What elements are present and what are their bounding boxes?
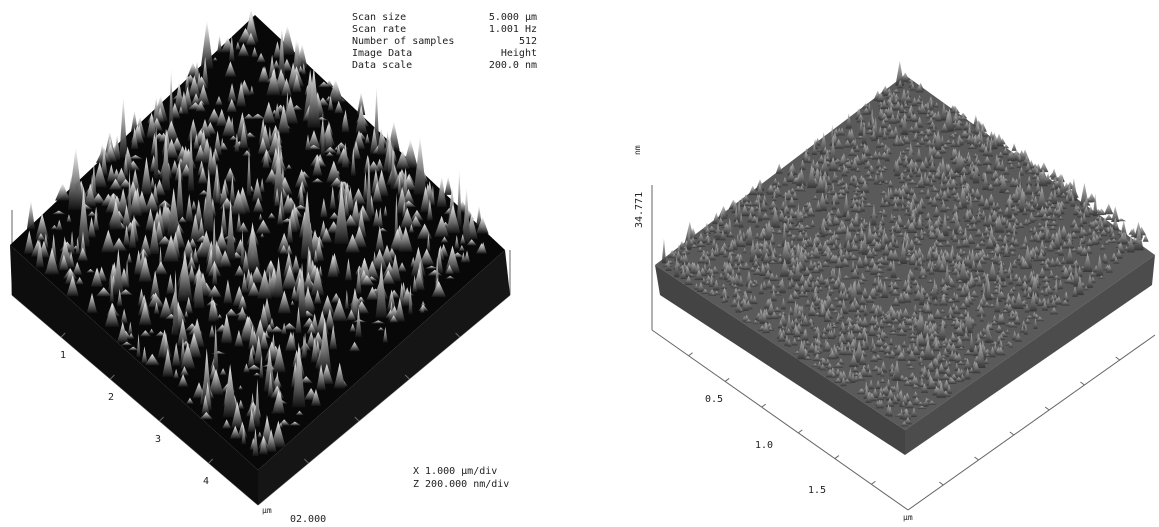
- info-label: Scan rate: [352, 24, 406, 35]
- info-value: 512: [519, 36, 537, 47]
- axis-tick: [1116, 357, 1120, 360]
- axis-tick: [1045, 407, 1049, 410]
- info-value: 5.000 µm: [489, 12, 537, 23]
- info-value: 1.001 Hz: [489, 24, 537, 35]
- axis-label: 4: [203, 476, 209, 487]
- axis-tick: [939, 482, 943, 485]
- peak: [68, 146, 84, 210]
- info-label: Image Data: [352, 48, 412, 59]
- axis-tick: [762, 404, 766, 407]
- axis-tick: [835, 456, 839, 459]
- axis-label: 0.5: [705, 394, 723, 405]
- axis-tick: [725, 378, 729, 381]
- axis-label: 1.0: [755, 440, 773, 451]
- scale-note: X 1.000 µm/div: [413, 466, 497, 477]
- peak: [201, 20, 214, 69]
- info-label: Number of samples: [352, 36, 454, 47]
- info-label: Scan size: [352, 12, 406, 23]
- axis-label: 1: [60, 350, 66, 361]
- peak: [1104, 203, 1113, 214]
- peak: [1143, 234, 1149, 241]
- peak: [662, 238, 666, 263]
- peak: [457, 168, 462, 227]
- axis-label: 3: [155, 434, 161, 445]
- axis-tick: [798, 430, 802, 433]
- unit-label: µm: [262, 506, 272, 515]
- axis-tick: [1080, 382, 1084, 385]
- z-value: 34.771: [634, 192, 645, 228]
- axis-tick: [871, 481, 875, 484]
- info-value: 200.0 nm: [489, 60, 537, 71]
- axis-label: 2: [108, 392, 114, 403]
- axis-tick: [975, 457, 979, 460]
- info-value: Height: [501, 48, 537, 59]
- peak: [1105, 214, 1113, 220]
- axis-tick: [689, 353, 693, 356]
- peak: [776, 163, 783, 173]
- peak: [119, 96, 127, 158]
- axis-label: 1.5: [808, 485, 826, 496]
- peak: [1012, 143, 1017, 151]
- peak: [217, 34, 222, 52]
- axis-tick: [1010, 432, 1014, 435]
- scale-note: Z 200.000 nm/div: [413, 479, 509, 490]
- peak: [27, 200, 35, 229]
- corner-label: 02.000: [290, 514, 326, 525]
- info-label: Data scale: [352, 60, 412, 71]
- peak: [1003, 144, 1009, 148]
- z-unit: nm: [633, 145, 642, 155]
- unit-label: µm: [903, 513, 913, 522]
- info-block: Scan size 5.000 µm Scan rate 1.001 Hz Nu…: [352, 12, 537, 71]
- peak: [444, 176, 452, 194]
